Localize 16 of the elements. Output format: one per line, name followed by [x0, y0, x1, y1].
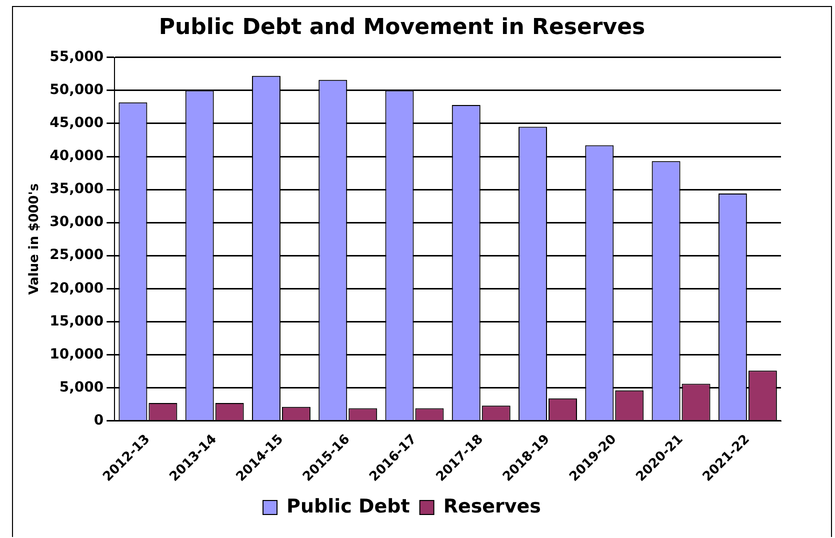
legend-label: Reserves — [443, 495, 541, 518]
y-tick-label: 0 — [94, 412, 104, 428]
y-tick-label: 55,000 — [50, 49, 104, 66]
y-tick-label: 45,000 — [50, 115, 104, 132]
y-tick-label: 20,000 — [50, 280, 104, 296]
y-tick-label: 30,000 — [50, 214, 104, 230]
y-tick-label: 50,000 — [50, 82, 104, 98]
y-axis-title: Value in $000's — [27, 183, 42, 295]
y-tick-label: 5,000 — [59, 379, 104, 396]
y-tick-label: 25,000 — [50, 247, 104, 264]
y-tick-label: 10,000 — [50, 346, 104, 362]
y-tick-label: 35,000 — [50, 181, 104, 198]
chart-title: Public Debt and Movement in Reserves — [158, 14, 646, 40]
y-tick-label: 40,000 — [50, 148, 104, 164]
y-tick-label: 15,000 — [50, 313, 104, 330]
legend-label: Public Debt — [286, 495, 410, 518]
